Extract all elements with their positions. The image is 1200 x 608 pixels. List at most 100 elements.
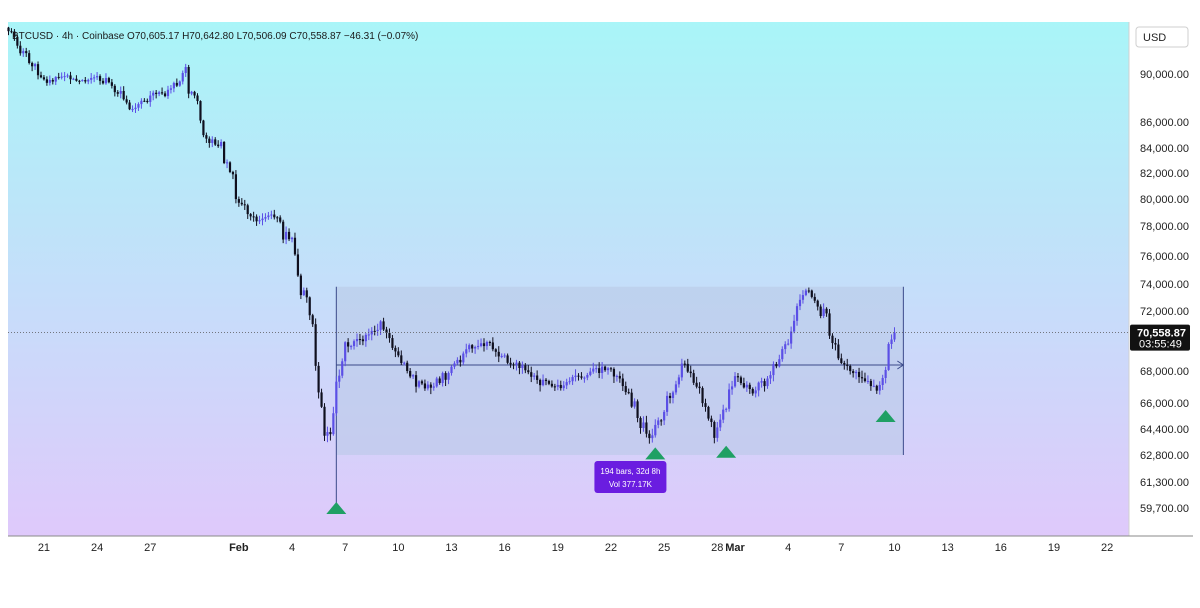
candle-body <box>704 403 707 407</box>
candle-body <box>521 365 524 369</box>
candle-body <box>175 82 178 86</box>
candle-body <box>757 382 760 391</box>
candle-body <box>728 389 731 409</box>
candle-body <box>562 385 565 389</box>
price-tick-label: 59,700.00 <box>1140 503 1189 515</box>
candle-body <box>852 371 855 374</box>
candle-body <box>719 419 722 428</box>
candle-body <box>290 237 294 240</box>
candle-body <box>296 254 300 276</box>
candle-body <box>494 349 497 352</box>
candle-body <box>692 373 695 383</box>
candle-body <box>184 67 187 73</box>
candle-body <box>654 424 657 436</box>
candle-body <box>651 435 654 439</box>
time-axis[interactable]: 21 24 27 Feb 4 7 10 13 16 19 22 25 28 Mar 4 7 10 13 16 19 22 <box>38 542 1113 554</box>
candle-body <box>7 27 10 32</box>
candle-body <box>338 375 341 382</box>
candle-body <box>760 381 763 383</box>
candle-body <box>423 383 427 389</box>
candle-body <box>220 141 223 147</box>
candle-body <box>279 217 282 222</box>
currency-button[interactable]: USD <box>1135 26 1189 48</box>
candle-body <box>205 135 208 139</box>
candle-body <box>683 363 686 365</box>
price-tick-label: 86,000.00 <box>1140 117 1189 129</box>
signal-marker-triangle <box>326 502 347 514</box>
price-tick-label: 66,000.00 <box>1140 398 1189 410</box>
candle-body <box>583 377 586 379</box>
candle-body <box>69 75 72 80</box>
candle-body <box>429 384 432 388</box>
candle-body <box>347 342 350 347</box>
candle-body <box>417 381 421 387</box>
candle-body <box>574 375 577 378</box>
candle-body <box>665 395 669 412</box>
price-tick-label: 82,000.00 <box>1140 168 1189 180</box>
time-tick-label: 10 <box>392 542 404 554</box>
range-arrow <box>897 360 905 370</box>
candle-body <box>689 371 692 374</box>
candle-body <box>857 371 861 378</box>
candle-body <box>435 378 438 387</box>
candle-body <box>98 76 102 81</box>
candle-body <box>140 100 143 105</box>
candle-body <box>178 81 181 86</box>
candle-body <box>568 381 571 383</box>
candle-body <box>680 363 683 378</box>
candle-body <box>804 290 807 296</box>
candle-body <box>36 64 40 76</box>
candle-body <box>468 345 471 350</box>
candle-body <box>663 411 666 421</box>
candle-body <box>361 339 364 342</box>
candle-body <box>884 369 887 378</box>
candle-body <box>648 433 651 439</box>
candle-body <box>48 79 51 83</box>
price-tick-label: 61,300.00 <box>1140 477 1189 489</box>
time-tick-label: 22 <box>1101 542 1113 554</box>
candle-body <box>878 385 881 391</box>
candle-body <box>754 390 757 394</box>
last-price-tag: 70,558.87 03:55:49 <box>1130 324 1190 351</box>
time-tick-label: Mar <box>725 542 745 554</box>
time-tick-label: 19 <box>552 542 564 554</box>
time-tick-label: 19 <box>1048 542 1060 554</box>
candle-body <box>589 371 592 375</box>
candle-body <box>172 82 175 89</box>
candle-body <box>603 366 607 371</box>
candle-body <box>831 335 834 344</box>
candle-body <box>722 409 725 420</box>
candle-body <box>311 315 314 325</box>
price-axis[interactable]: 90,000.00 86,000.00 84,000.00 82,000.00 80,0… <box>1140 69 1189 515</box>
candle-body <box>412 375 415 377</box>
candle-body <box>158 92 161 95</box>
time-tick-label: 25 <box>658 542 670 554</box>
candle-body <box>45 79 48 83</box>
price-tick-label: 76,000.00 <box>1140 251 1189 263</box>
candle-body <box>866 380 870 382</box>
candle-body <box>453 363 456 367</box>
range-measurement[interactable]: 194 bars, 32d 8h Vol 377.17K <box>335 286 905 512</box>
candle-body <box>261 218 264 221</box>
candle-body <box>775 364 778 367</box>
candle-body <box>379 321 382 330</box>
candle-body <box>314 324 317 366</box>
candle-body <box>249 214 252 217</box>
candle-body <box>287 231 291 240</box>
candle-body <box>252 216 255 218</box>
candle-body <box>621 378 624 387</box>
candle-body <box>515 362 518 365</box>
candle-body <box>695 382 698 387</box>
candle-body <box>506 355 509 363</box>
candle-body <box>795 306 799 321</box>
price-tick-label: 68,000.00 <box>1140 366 1189 378</box>
candle-body <box>10 31 13 33</box>
candle-body <box>225 162 229 164</box>
candle-body <box>518 362 521 369</box>
candle-body <box>234 174 238 200</box>
candle-body <box>149 95 152 102</box>
price-tick-label: 62,800.00 <box>1140 450 1189 462</box>
candle-body <box>187 67 190 94</box>
price-tick-label: 64,400.00 <box>1140 424 1189 436</box>
